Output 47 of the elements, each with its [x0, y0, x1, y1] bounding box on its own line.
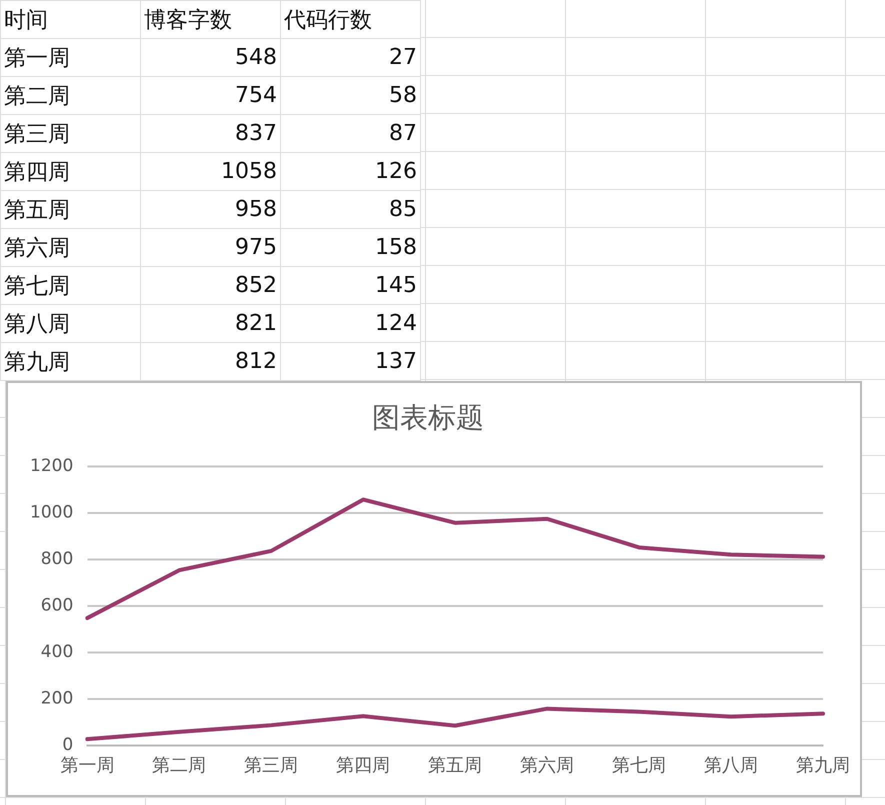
y-tick-label: 1000	[30, 502, 74, 522]
x-tick-label: 第八周	[704, 754, 758, 776]
data-label: 812	[140, 342, 280, 380]
data-label: 754	[140, 76, 280, 114]
series-label: 博客字数	[140, 0, 280, 38]
data-label: 821	[140, 304, 280, 342]
data-label: 85	[280, 190, 420, 228]
data-label: 852	[140, 266, 280, 304]
x-tick-label: 第四周	[336, 754, 390, 776]
category-label: 第七周	[0, 266, 140, 304]
data-label: 548	[140, 38, 280, 76]
data-label: 137	[280, 342, 420, 380]
data-label: 1058	[140, 152, 280, 190]
category-label: 第六周	[0, 228, 140, 266]
x-tick-label: 第九周	[796, 754, 850, 776]
x-tick-label: 第六周	[520, 754, 574, 776]
x-tick-label: 第一周	[60, 754, 114, 776]
text: 代码行数	[280, 0, 420, 38]
y-tick-label: 200	[40, 688, 74, 708]
x-tick-label: 第三周	[244, 754, 298, 776]
text: 时间	[0, 0, 140, 38]
category-label: 第二周	[0, 76, 140, 114]
data-label: 158	[280, 228, 420, 266]
y-tick-label: 600	[40, 595, 74, 616]
data-label: 27	[280, 38, 420, 76]
data-label: 145	[280, 266, 420, 304]
category-label: 第八周	[0, 304, 140, 342]
data-label: 124	[280, 304, 420, 342]
data-label: 87	[280, 114, 420, 152]
data-label: 126	[280, 152, 420, 190]
category-label: 第五周	[0, 190, 140, 228]
x-tick-label: 第五周	[428, 754, 482, 776]
data-label: 958	[140, 190, 280, 228]
category-label: 第四周	[0, 152, 140, 190]
y-tick-label: 0	[62, 734, 74, 755]
data-label: 837	[140, 114, 280, 152]
y-tick-label: 400	[40, 642, 74, 662]
data-label: 58	[280, 76, 420, 114]
chart-title: 图表标题	[372, 401, 484, 434]
data-label: 975	[140, 228, 280, 266]
category-label: 第三周	[0, 114, 140, 152]
x-tick-label: 第二周	[152, 754, 206, 776]
y-tick-label: 1200	[30, 456, 74, 476]
x-tick-label: 第七周	[612, 754, 666, 776]
category-label: 第一周	[0, 38, 140, 76]
category-label: 第九周	[0, 342, 140, 380]
y-tick-label: 800	[40, 548, 74, 569]
